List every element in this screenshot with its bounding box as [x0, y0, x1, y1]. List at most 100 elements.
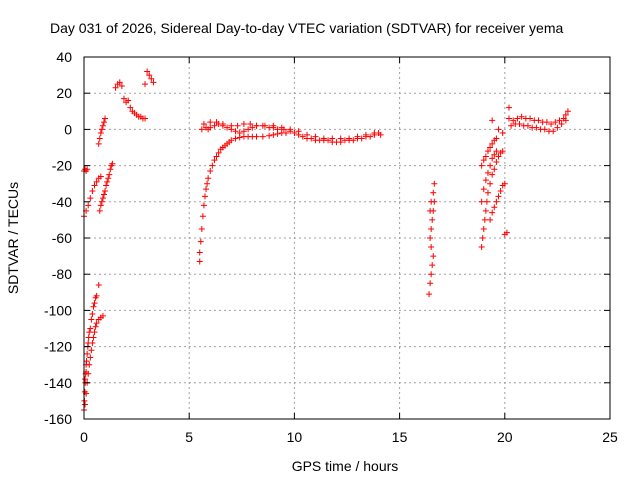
data-point	[427, 207, 434, 214]
data-point	[197, 238, 204, 245]
data-point	[431, 180, 438, 187]
data-point	[499, 148, 506, 155]
data-point	[487, 144, 494, 151]
data-point	[87, 325, 94, 332]
data-point	[125, 97, 132, 104]
data-point	[100, 119, 107, 126]
data-point	[97, 173, 104, 180]
data-point	[213, 119, 220, 126]
data-point	[91, 300, 98, 307]
data-point	[350, 137, 357, 144]
data-point	[99, 312, 106, 319]
data-point	[516, 120, 523, 127]
data-point	[98, 198, 105, 205]
data-point	[550, 128, 557, 135]
y-tick-label: -80	[52, 266, 72, 282]
data-point	[99, 195, 106, 202]
data-point	[240, 120, 247, 127]
data-point	[253, 133, 260, 140]
data-point	[150, 79, 157, 86]
data-point	[95, 282, 102, 289]
data-point	[97, 202, 104, 209]
data-point	[118, 82, 125, 89]
data-point	[209, 162, 216, 169]
data-point	[282, 130, 289, 137]
data-point	[203, 186, 210, 193]
data-point	[493, 158, 500, 165]
data-point	[116, 79, 123, 86]
data-point	[487, 216, 494, 223]
data-point	[482, 153, 489, 160]
data-point	[107, 166, 114, 173]
data-point	[92, 323, 99, 330]
y-tick-label: -40	[52, 194, 72, 210]
data-point	[90, 303, 97, 310]
data-point	[102, 115, 109, 122]
data-point	[200, 202, 207, 209]
data-point	[562, 111, 569, 118]
data-point	[89, 187, 96, 194]
data-point	[497, 187, 504, 194]
data-point	[554, 124, 561, 131]
data-point	[240, 128, 247, 135]
data-point	[429, 262, 436, 269]
y-tick-label: -120	[44, 339, 72, 355]
data-point	[478, 162, 485, 169]
data-point	[295, 128, 302, 135]
data-point	[91, 329, 98, 336]
data-point	[429, 216, 436, 223]
data-point	[430, 253, 437, 260]
data-point	[100, 191, 107, 198]
data-point	[535, 117, 542, 124]
data-point	[427, 280, 434, 287]
data-point	[207, 124, 214, 131]
data-point	[253, 122, 260, 129]
x-tick-label: 10	[287, 429, 303, 445]
data-point	[495, 153, 502, 160]
data-point	[493, 148, 500, 155]
data-point	[127, 104, 134, 111]
data-point	[564, 108, 571, 115]
grid	[84, 57, 610, 419]
data-point	[261, 122, 268, 129]
data-point	[524, 122, 531, 129]
x-tick-label: 5	[185, 429, 193, 445]
data-point	[278, 124, 285, 131]
data-point	[337, 135, 344, 142]
data-point	[120, 95, 127, 102]
data-point	[219, 120, 226, 127]
data-point	[198, 126, 205, 133]
data-point	[562, 117, 569, 124]
data-point	[491, 166, 498, 173]
chart-title: Day 031 of 2026, Sidereal Day-to-day VTE…	[50, 20, 563, 36]
data-point	[245, 126, 252, 133]
data-point	[102, 187, 109, 194]
data-point	[196, 249, 203, 256]
data-point	[90, 334, 97, 341]
data-point	[487, 162, 494, 169]
data-points	[81, 68, 571, 413]
data-point	[274, 126, 281, 133]
data-point	[556, 117, 563, 124]
data-point	[371, 130, 378, 137]
data-point	[426, 291, 433, 298]
data-point	[224, 124, 231, 131]
data-point	[204, 180, 211, 187]
y-tick-label: -140	[44, 375, 72, 391]
data-point	[495, 126, 502, 133]
data-point	[93, 292, 100, 299]
data-point	[270, 122, 277, 129]
data-point	[109, 160, 116, 167]
data-point	[88, 347, 95, 354]
data-point	[493, 198, 500, 205]
data-point	[146, 72, 153, 79]
x-tick-label: 0	[80, 429, 88, 445]
data-point	[428, 225, 435, 232]
data-point	[489, 117, 496, 124]
data-point	[83, 358, 90, 365]
data-point	[266, 132, 273, 139]
data-point	[482, 207, 489, 214]
data-point	[91, 182, 98, 189]
data-point	[199, 213, 206, 220]
